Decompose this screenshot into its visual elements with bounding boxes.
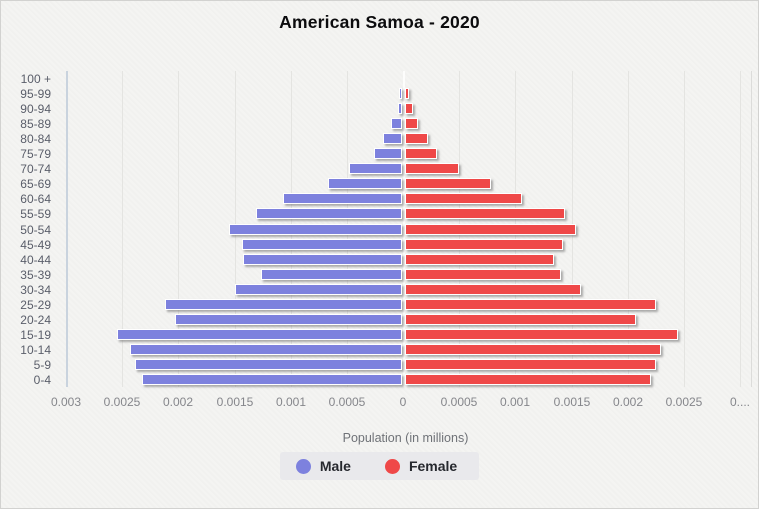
female-bar[interactable] — [405, 163, 459, 175]
female-swatch-icon — [384, 458, 400, 474]
x-tick-label: 0.002 — [612, 395, 644, 409]
male-bar[interactable] — [142, 374, 402, 386]
gridline — [740, 71, 741, 387]
male-bar[interactable] — [374, 148, 402, 160]
male-bar[interactable] — [391, 118, 402, 130]
legend: Male Female — [1, 452, 758, 480]
male-bar[interactable] — [243, 253, 402, 265]
gridline — [684, 71, 685, 387]
age-group-label: 5-9 — [33, 357, 51, 372]
x-tick-label: 0 — [399, 395, 407, 409]
male-bar[interactable] — [130, 343, 402, 355]
x-tick-label: 0.002 — [162, 395, 194, 409]
female-bar[interactable] — [405, 148, 437, 160]
male-swatch-icon — [295, 458, 311, 474]
female-bar[interactable] — [405, 88, 409, 100]
male-bar[interactable] — [261, 268, 402, 280]
age-group-label: 100 + — [20, 72, 51, 86]
female-bar[interactable] — [405, 223, 576, 235]
age-group-label: 20-24 — [20, 312, 51, 327]
male-bar[interactable] — [398, 103, 402, 115]
age-group-label: 45-49 — [20, 237, 51, 252]
age-group-label: 50-54 — [20, 222, 51, 237]
x-tick-label: 0.0025 — [665, 395, 703, 409]
male-bar[interactable] — [383, 133, 402, 145]
female-bar[interactable] — [405, 343, 661, 355]
legend-item-male[interactable]: Male — [295, 458, 351, 474]
age-group-label: 0-4 — [33, 373, 51, 387]
female-bar[interactable] — [405, 238, 563, 250]
age-group-label: 80-84 — [20, 132, 51, 147]
female-bar[interactable] — [405, 253, 554, 265]
x-axis-title: Population (in millions) — [342, 431, 469, 445]
male-bar[interactable] — [283, 193, 402, 205]
legend-box: Male Female — [279, 452, 480, 480]
gridline — [122, 71, 123, 387]
x-tick-label: 0.001 — [499, 395, 531, 409]
gridline — [178, 71, 179, 387]
female-bar[interactable] — [405, 268, 561, 280]
chart-title: American Samoa - 2020 — [279, 12, 480, 32]
female-bar[interactable] — [405, 358, 656, 370]
x-tick-label: 0.0015 — [216, 395, 254, 409]
female-bar[interactable] — [405, 313, 636, 325]
female-bar[interactable] — [405, 103, 413, 115]
male-bar[interactable] — [349, 163, 402, 175]
age-group-label: 15-19 — [20, 327, 51, 342]
male-bar[interactable] — [229, 223, 402, 235]
x-tick-label: 0.0005 — [328, 395, 366, 409]
female-bar[interactable] — [405, 374, 651, 386]
age-group-label: 85-89 — [20, 117, 51, 132]
male-bar[interactable] — [235, 283, 402, 295]
age-group-label: 30-34 — [20, 282, 51, 297]
gridline — [66, 71, 68, 387]
legend-label-female: Female — [408, 458, 458, 474]
male-bar[interactable] — [117, 328, 402, 340]
x-tick-label: 0.003 — [50, 395, 82, 409]
age-group-label: 70-74 — [20, 162, 51, 177]
zero-gridline — [403, 71, 405, 387]
age-group-label: 25-29 — [20, 297, 51, 312]
legend-item-female[interactable]: Female — [384, 458, 458, 474]
male-bar[interactable] — [399, 88, 402, 100]
x-tick-label: 0.001 — [275, 395, 307, 409]
female-bar[interactable] — [405, 208, 565, 220]
female-bar[interactable] — [405, 118, 418, 130]
female-bar[interactable] — [405, 298, 656, 310]
age-group-label: 75-79 — [20, 147, 51, 162]
plot-right-border — [751, 71, 752, 387]
x-tick-label: 0.0015 — [553, 395, 591, 409]
legend-label-male: Male — [319, 458, 351, 474]
plot-area — [66, 71, 752, 387]
x-tick-label: 0.0025 — [103, 395, 141, 409]
age-group-label: 10-14 — [20, 342, 51, 357]
male-bar[interactable] — [165, 298, 402, 310]
female-bar[interactable] — [405, 133, 428, 145]
age-group-label: 55-59 — [20, 207, 51, 222]
male-bar[interactable] — [256, 208, 402, 220]
age-group-label: 95-99 — [20, 87, 51, 102]
age-group-label: 60-64 — [20, 192, 51, 207]
female-bar[interactable] — [405, 283, 581, 295]
x-tick-label: 0.... — [729, 395, 751, 409]
age-group-label: 65-69 — [20, 177, 51, 192]
male-bar[interactable] — [175, 313, 402, 325]
gridline — [628, 71, 629, 387]
female-bar[interactable] — [405, 193, 522, 205]
male-bar[interactable] — [242, 238, 402, 250]
x-tick-label: 0.0005 — [440, 395, 478, 409]
female-bar[interactable] — [405, 328, 678, 340]
male-bar[interactable] — [135, 358, 402, 370]
age-group-label: 40-44 — [20, 252, 51, 267]
age-group-label: 90-94 — [20, 102, 51, 117]
male-bar[interactable] — [328, 178, 402, 190]
age-group-label: 35-39 — [20, 267, 51, 282]
female-bar[interactable] — [405, 178, 491, 190]
